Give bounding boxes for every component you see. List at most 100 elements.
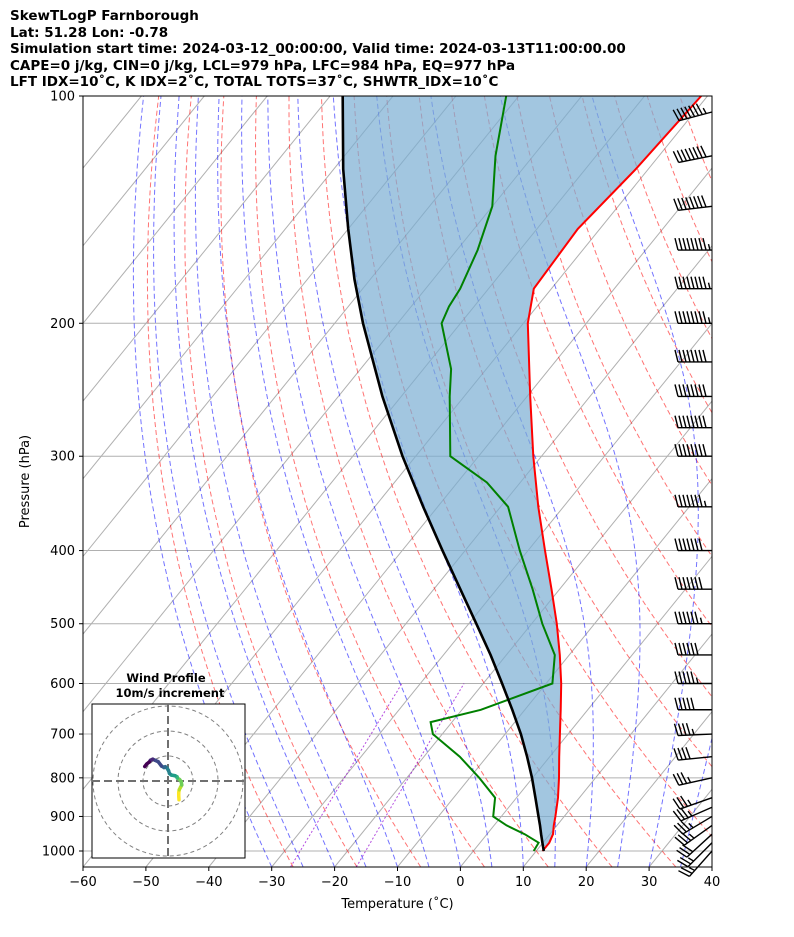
wind-barb bbox=[674, 538, 712, 552]
wind-barb bbox=[674, 642, 712, 656]
temperature-profile-line bbox=[526, 96, 702, 852]
wind-barb bbox=[673, 746, 713, 761]
isotherm-line bbox=[83, 96, 394, 480]
chart-title: SkewTLogP Farnborough bbox=[10, 8, 199, 24]
isotherm-line bbox=[460, 555, 712, 867]
wind-barb bbox=[674, 671, 712, 685]
wind-barb bbox=[673, 815, 713, 835]
dry-adiabat-line bbox=[679, 96, 712, 183]
dry-adiabat-line bbox=[614, 96, 712, 340]
wind-barb bbox=[673, 722, 713, 737]
moist-adiabat-line bbox=[217, 96, 398, 867]
dry-adiabat-line bbox=[146, 96, 294, 867]
y-tick-label: 1000 bbox=[42, 845, 75, 860]
y-axis-label: Pressure (hPa) bbox=[18, 435, 33, 528]
parcel-profile-line bbox=[341, 96, 546, 852]
dry-adiabat-line bbox=[451, 96, 712, 698]
wind-barb bbox=[674, 311, 712, 324]
moist-adiabat-line bbox=[173, 96, 336, 867]
wind-barb bbox=[674, 415, 712, 429]
moist-adiabat-line bbox=[297, 96, 493, 867]
dry-adiabat-line bbox=[254, 96, 485, 867]
plot-area bbox=[0, 96, 794, 867]
wind-barb bbox=[676, 833, 713, 858]
wind-barb bbox=[674, 276, 712, 290]
dry-adiabat-line bbox=[220, 96, 422, 867]
moist-adiabat-line bbox=[153, 96, 304, 867]
x-tick-label: −50 bbox=[132, 875, 159, 890]
dry-adiabat-line bbox=[711, 96, 712, 97]
y-tick-label: 400 bbox=[50, 544, 75, 559]
moist-adiabat-line bbox=[241, 96, 430, 867]
wind-barb bbox=[678, 850, 713, 878]
moist-adiabat-line bbox=[775, 96, 794, 867]
wind-barb bbox=[676, 842, 713, 868]
x-tick-label: −60 bbox=[69, 875, 96, 890]
dry-adiabat-line bbox=[745, 96, 794, 867]
wind-barb bbox=[674, 611, 712, 625]
isotherm-line bbox=[83, 96, 331, 402]
x-tick-label: −20 bbox=[321, 875, 348, 890]
wind-barb bbox=[674, 577, 712, 590]
isotherm-line bbox=[585, 710, 712, 867]
dry-adiabat-line bbox=[516, 96, 712, 558]
hodograph-trace-segment bbox=[143, 762, 149, 769]
dry-adiabat-line bbox=[288, 96, 549, 867]
isotherm-line bbox=[83, 96, 268, 325]
x-tick-label: 40 bbox=[704, 875, 721, 890]
wind-barb bbox=[672, 145, 713, 164]
dewpoint-profile-line bbox=[429, 96, 556, 852]
y-tick-label: 200 bbox=[50, 317, 75, 332]
isotherm-line bbox=[271, 322, 712, 867]
x-tick-label: 10 bbox=[515, 875, 532, 890]
dry-adiabat-line bbox=[321, 96, 613, 867]
y-tick-label: 300 bbox=[50, 450, 75, 465]
isotherm-line bbox=[648, 788, 712, 867]
moist-adiabat-line bbox=[267, 96, 461, 867]
time-line: Simulation start time: 2024-03-12_00:00:… bbox=[10, 41, 626, 58]
isotherm-line bbox=[775, 96, 794, 867]
dry-adiabat-line bbox=[646, 96, 712, 263]
dry-adiabat-line bbox=[418, 96, 712, 768]
moist-adiabat-line bbox=[711, 865, 712, 867]
y-tick-label: 700 bbox=[50, 728, 75, 743]
wind-barb bbox=[673, 195, 713, 212]
wind-barb bbox=[674, 384, 712, 398]
wind-barb bbox=[674, 237, 712, 251]
hodograph-inset bbox=[91, 703, 246, 859]
dry-adiabat-line bbox=[184, 96, 358, 867]
y-tick-label: 500 bbox=[50, 617, 75, 632]
isotherm-line bbox=[0, 96, 79, 867]
wind-barb bbox=[674, 349, 712, 363]
isotherm-line bbox=[711, 866, 712, 867]
cape-cin-shading bbox=[342, 96, 702, 846]
x-tick-label: 0 bbox=[456, 875, 464, 890]
wind-barb bbox=[672, 772, 713, 786]
wind-barb bbox=[672, 103, 713, 122]
isotherm-line bbox=[522, 633, 712, 867]
x-tick-label: 20 bbox=[578, 875, 595, 890]
moist-adiabat-line bbox=[744, 96, 794, 867]
x-tick-label: −10 bbox=[384, 875, 411, 890]
mixing-ratio-line bbox=[290, 683, 403, 867]
wind-barb bbox=[672, 795, 713, 810]
x-tick-label: −40 bbox=[195, 875, 222, 890]
x-tick-label: −30 bbox=[258, 875, 285, 890]
moist-adiabat-line bbox=[591, 96, 699, 867]
hodograph-subtitle: 10m/s increment bbox=[116, 686, 225, 700]
chart-title-block: SkewTLogP Farnborough Lat: 51.28 Lon: -0… bbox=[10, 8, 626, 91]
moist-adiabat-line bbox=[132, 96, 273, 867]
wind-barb bbox=[674, 444, 712, 457]
moist-adiabat-line bbox=[499, 96, 641, 867]
x-axis-label: Temperature (˚C) bbox=[340, 896, 453, 912]
wind-barb bbox=[674, 697, 712, 711]
y-tick-label: 600 bbox=[50, 677, 75, 692]
location-line: Lat: 51.28 Lon: -0.78 bbox=[10, 24, 169, 41]
wind-barb bbox=[672, 806, 713, 822]
wind-barb bbox=[674, 494, 712, 508]
x-tick-label: 30 bbox=[641, 875, 658, 890]
y-tick-label: 800 bbox=[50, 771, 75, 786]
moist-adiabat-line bbox=[680, 735, 712, 867]
cape-line: CAPE=0 j/kg, CIN=0 j/kg, LCL=979 hPa, LF… bbox=[10, 57, 516, 74]
moist-adiabat-line bbox=[194, 96, 367, 867]
